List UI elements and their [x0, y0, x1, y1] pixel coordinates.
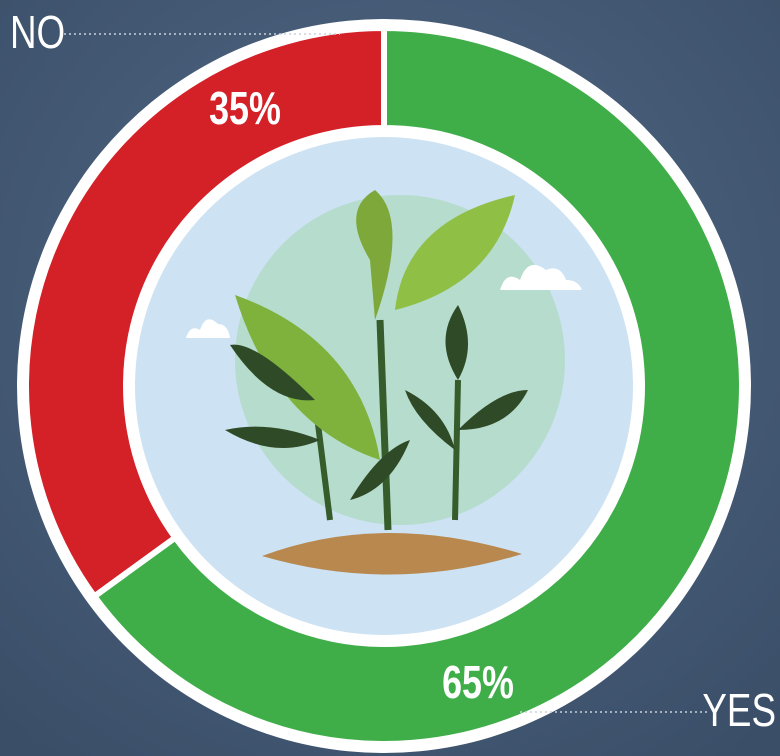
category-label: NO — [10, 6, 65, 58]
chart: NO YES 35% 65% — [0, 0, 780, 756]
data-label: 35% — [209, 83, 281, 134]
data-label: 65% — [442, 657, 514, 708]
category-label: YES — [702, 684, 776, 736]
page: {"chart_data": {"type": "donut", "catego… — [0, 0, 780, 756]
